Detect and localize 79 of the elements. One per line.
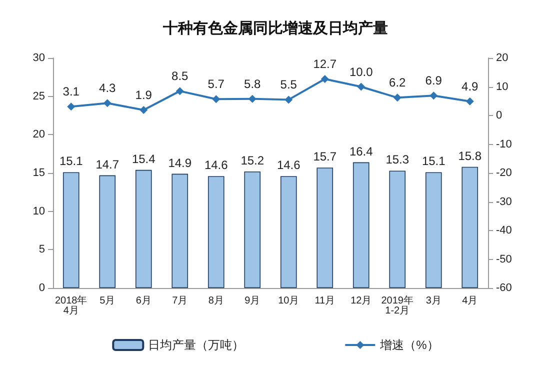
- legend-label: 日均产量（万吨）: [148, 338, 244, 352]
- y-tick-label: 5: [38, 244, 45, 256]
- y2-tick-label: -40: [496, 224, 512, 236]
- bar: [425, 172, 442, 288]
- point: [67, 102, 76, 111]
- bar: [389, 170, 406, 288]
- x-tick-label: 7月: [172, 296, 188, 306]
- data-label: 15.1: [59, 154, 84, 168]
- point: [176, 87, 184, 96]
- y2-tick-label: -60: [496, 282, 512, 294]
- y2-tick-label: 10: [496, 80, 508, 93]
- point: [140, 106, 148, 114]
- data-label: 12.7: [313, 56, 337, 71]
- bar: [62, 172, 80, 288]
- data-label: 1.9: [135, 88, 152, 102]
- data-label: 3.1: [62, 84, 80, 99]
- y2-tick-label: 0: [496, 110, 502, 122]
- y2-tick-label: 20: [496, 52, 508, 64]
- legend-label: 增速（%）: [379, 338, 439, 352]
- x-tick-label: 12月: [350, 296, 372, 306]
- x-tick-label: 2018年 4月: [55, 294, 88, 316]
- y2-tick-label: -20: [496, 167, 512, 179]
- data-label: 4.3: [99, 81, 116, 96]
- point: [393, 94, 402, 102]
- data-label: 14.6: [204, 158, 228, 172]
- bar: [99, 175, 116, 288]
- data-label: 14.6: [276, 158, 301, 172]
- data-label: 5.8: [244, 76, 262, 91]
- bar: [316, 168, 334, 288]
- point: [430, 92, 438, 100]
- bar: [244, 171, 261, 288]
- x-tick-label: 4月: [462, 296, 478, 306]
- data-label: 14.7: [96, 157, 120, 172]
- data-label: 5.7: [208, 77, 225, 92]
- point: [103, 99, 112, 108]
- bar: [462, 166, 478, 288]
- point: [212, 95, 220, 104]
- x-tick-label: 2019年 1-2月: [381, 294, 414, 316]
- data-label: 15.1: [422, 154, 446, 168]
- point: [320, 74, 329, 83]
- data-label: 15.4: [132, 152, 156, 166]
- y-tick-label: 30: [32, 52, 45, 64]
- bar: [172, 174, 188, 288]
- x-tick-label: 8月: [208, 296, 224, 306]
- bar: [280, 176, 297, 288]
- data-label: 14.9: [168, 156, 192, 170]
- bar: [135, 170, 152, 288]
- data-label: 15.3: [386, 152, 410, 167]
- point: [466, 97, 474, 106]
- y-tick-label: 10: [32, 205, 45, 218]
- chart-title: 十种有色金属同比增速及日均产量: [162, 20, 388, 37]
- y2-tick-label: -30: [496, 196, 512, 208]
- x-tick-label: 6月: [136, 296, 152, 306]
- data-label: 15.8: [458, 148, 482, 163]
- data-label: 6.9: [425, 74, 442, 88]
- x-tick-label: 10月: [278, 296, 300, 306]
- x-tick-label: 3月: [426, 296, 442, 306]
- y-tick-label: 0: [38, 282, 45, 294]
- data-label: 16.4: [349, 144, 374, 158]
- data-label: 4.9: [462, 79, 479, 94]
- bar: [208, 176, 224, 288]
- y-tick-label: 20: [32, 128, 45, 141]
- point: [248, 94, 256, 103]
- data-label: 8.5: [172, 69, 189, 84]
- x-tick-label: 9月: [244, 296, 260, 306]
- data-label: 10.0: [349, 64, 374, 79]
- point: [284, 96, 293, 104]
- point: [357, 82, 366, 91]
- data-label: 6.2: [389, 76, 406, 90]
- x-tick-label: 5月: [100, 296, 116, 306]
- bar: [352, 162, 370, 288]
- x-tick-label: 11月: [314, 296, 336, 306]
- data-label: 5.5: [280, 78, 298, 92]
- data-label: 15.2: [240, 153, 264, 168]
- y2-tick-label: -50: [496, 253, 512, 266]
- y-tick-label: 25: [32, 90, 45, 102]
- data-label: 15.7: [313, 150, 337, 164]
- y-tick-label: 15: [32, 167, 45, 179]
- y2-tick-label: -10: [496, 138, 512, 150]
